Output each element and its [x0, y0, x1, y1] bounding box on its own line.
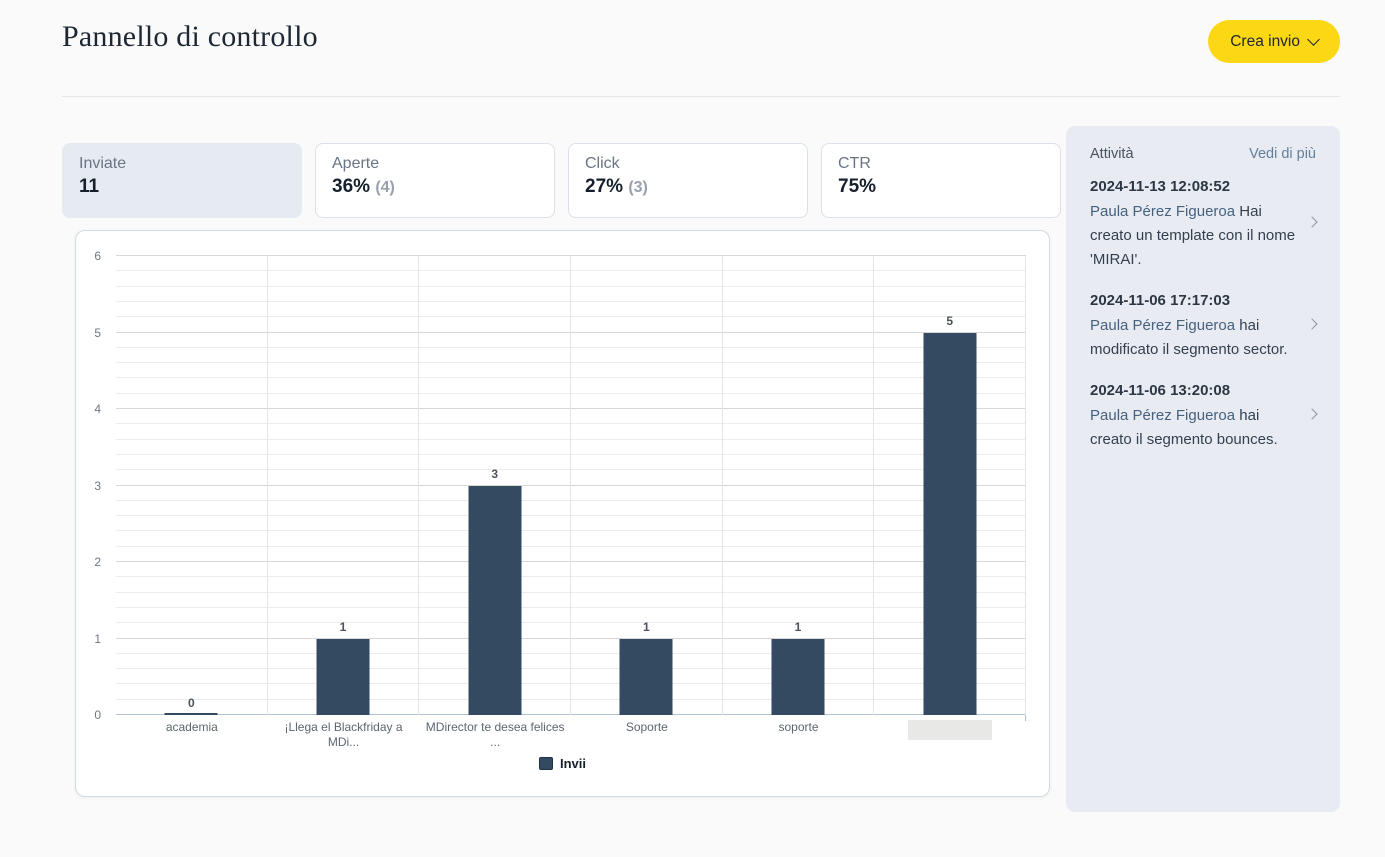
bar-5[interactable]: [771, 638, 825, 715]
activity-actor: Paula Pérez Figueroa: [1090, 407, 1236, 424]
stat-card-ctr[interactable]: CTR 75%: [821, 143, 1061, 218]
plot-area: 0 1 3 1 1 5: [116, 255, 1027, 721]
page-title: Pannello di controllo: [62, 20, 318, 53]
create-send-button-label: Crea invio: [1230, 32, 1300, 50]
bar-chart-card: 0 1 2 3 4 5 6 0 1 3 1 1 5 academia ¡Llega el Blackfr…: [75, 230, 1050, 797]
activity-item[interactable]: 2024-11-06 13:20:08 Paula Pérez Figueroa…: [1090, 380, 1318, 452]
stat-label: CTR: [838, 155, 871, 172]
bar-cell: 3: [419, 256, 572, 715]
create-send-button[interactable]: Crea invio: [1208, 20, 1340, 63]
major-gridline: [116, 255, 1026, 256]
bar-6[interactable]: [923, 332, 977, 715]
x-tick-label: ¡Llega el Blackfriday a MDi...: [284, 720, 403, 749]
activity-text: Paula Pérez Figueroa Hai creato un templ…: [1090, 203, 1296, 268]
stat-card-click[interactable]: Click 27% (3): [568, 143, 808, 218]
stat-value: 36% (4): [332, 176, 395, 197]
stat-value: 27% (3): [585, 176, 648, 197]
bar-4[interactable]: [619, 638, 673, 715]
chevron-down-icon: [1307, 33, 1320, 46]
x-label-cell: [874, 720, 1026, 750]
chevron-right-icon: [1306, 318, 1318, 330]
stat-value: 11: [79, 176, 100, 197]
bar-value-label: 1: [794, 619, 802, 634]
x-label-cell: MDirector te desea felices ...: [419, 720, 571, 750]
axis-right-tick: [1025, 715, 1026, 721]
stat-card-inviate[interactable]: Inviate 11: [62, 143, 302, 218]
bar-value-label: 1: [339, 619, 347, 634]
stat-cards-row: Inviate 11 Aperte 36% (4) Click 27% (3) …: [62, 143, 1061, 218]
y-tick-label: 4: [94, 402, 101, 417]
bar-cells: 0 1 3 1 1 5: [116, 256, 1027, 715]
y-tick-label: 6: [94, 249, 101, 263]
bar-2[interactable]: [316, 638, 370, 715]
x-label-cell: Soporte: [571, 720, 723, 750]
bar-cell: 1: [268, 256, 420, 715]
see-more-link[interactable]: Vedi di più: [1249, 146, 1316, 162]
activity-date: 2024-11-06 17:17:03: [1090, 292, 1231, 309]
activity-text: Paula Pérez Figueroa hai creato il segme…: [1090, 407, 1278, 448]
x-label-cell: ¡Llega el Blackfriday a MDi...: [268, 720, 420, 750]
stat-card-aperte[interactable]: Aperte 36% (4): [315, 143, 555, 218]
x-axis-labels: academia ¡Llega el Blackfriday a MDi... MD…: [116, 720, 1026, 750]
activity-actor: Paula Pérez Figueroa: [1090, 203, 1236, 220]
bar-cell: 5: [874, 256, 1027, 715]
chart-legend: Invii: [76, 756, 1049, 771]
legend-swatch-invii: [538, 757, 553, 770]
y-tick-label: 3: [94, 478, 101, 493]
chevron-right-icon: [1306, 216, 1318, 228]
masked-category-label: [908, 720, 993, 740]
bar-cell: 0: [116, 256, 268, 715]
activity-text: Paula Pérez Figueroa hai modificato il s…: [1090, 317, 1288, 358]
bar-value-label: 3: [491, 466, 499, 481]
activity-sidebar: Attività Vedi di più 2024-11-13 12:08:52…: [1066, 126, 1340, 812]
bar-value-label: 1: [643, 619, 650, 634]
x-tick-label: Soporte: [625, 720, 668, 734]
header-divider: [62, 96, 1340, 97]
x-tick-label: MDirector te desea felices ...: [425, 720, 565, 749]
activity-date: 2024-11-13 12:08:52: [1090, 178, 1231, 195]
y-tick-label: 1: [94, 631, 101, 646]
x-tick-label: soporte: [778, 720, 819, 734]
y-tick-label: 5: [94, 325, 101, 340]
bar-value-label: 5: [946, 313, 954, 328]
chevron-right-icon: [1306, 408, 1318, 420]
bar-cell: 1: [723, 256, 875, 715]
x-label-cell: academia: [116, 720, 268, 750]
activity-actor: Paula Pérez Figueroa: [1090, 317, 1236, 334]
stat-label: Aperte: [332, 155, 380, 172]
bar-1[interactable]: [164, 713, 218, 715]
bar-cell: 1: [571, 256, 723, 715]
stat-value: 75%: [838, 176, 877, 197]
activity-item[interactable]: 2024-11-06 17:17:03 Paula Pérez Figueroa…: [1090, 290, 1318, 362]
activity-header: Attività Vedi di più: [1090, 146, 1316, 162]
y-tick-label: 0: [94, 708, 101, 722]
y-axis: 0 1 2 3 4 5 6: [76, 249, 109, 722]
activity-date: 2024-11-06 13:20:08: [1090, 382, 1231, 399]
activity-title: Attività: [1090, 146, 1134, 162]
activity-item[interactable]: 2024-11-13 12:08:52 Paula Pérez Figueroa…: [1090, 176, 1318, 272]
x-tick-label: academia: [165, 720, 218, 734]
bar-value-label: 0: [187, 696, 195, 710]
stat-label: Inviate: [79, 155, 127, 172]
legend-label: Invii: [559, 756, 586, 771]
stat-label: Click: [585, 155, 620, 172]
bar-3[interactable]: [468, 485, 522, 715]
y-tick-label: 2: [94, 555, 101, 570]
x-label-cell: soporte: [723, 720, 875, 750]
